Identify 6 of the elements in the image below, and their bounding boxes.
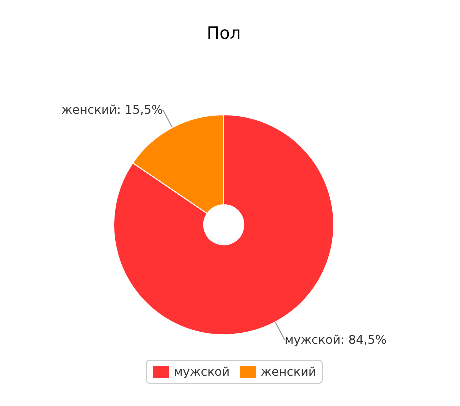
- donut-slice: [114, 114, 334, 336]
- chart-title: Пол: [206, 24, 242, 44]
- legend-label: мужской: [173, 365, 230, 379]
- data-label: женский: 15,5%: [62, 103, 164, 118]
- legend-label: женский: [260, 365, 316, 379]
- data-label: мужской: 84,5%: [284, 332, 387, 347]
